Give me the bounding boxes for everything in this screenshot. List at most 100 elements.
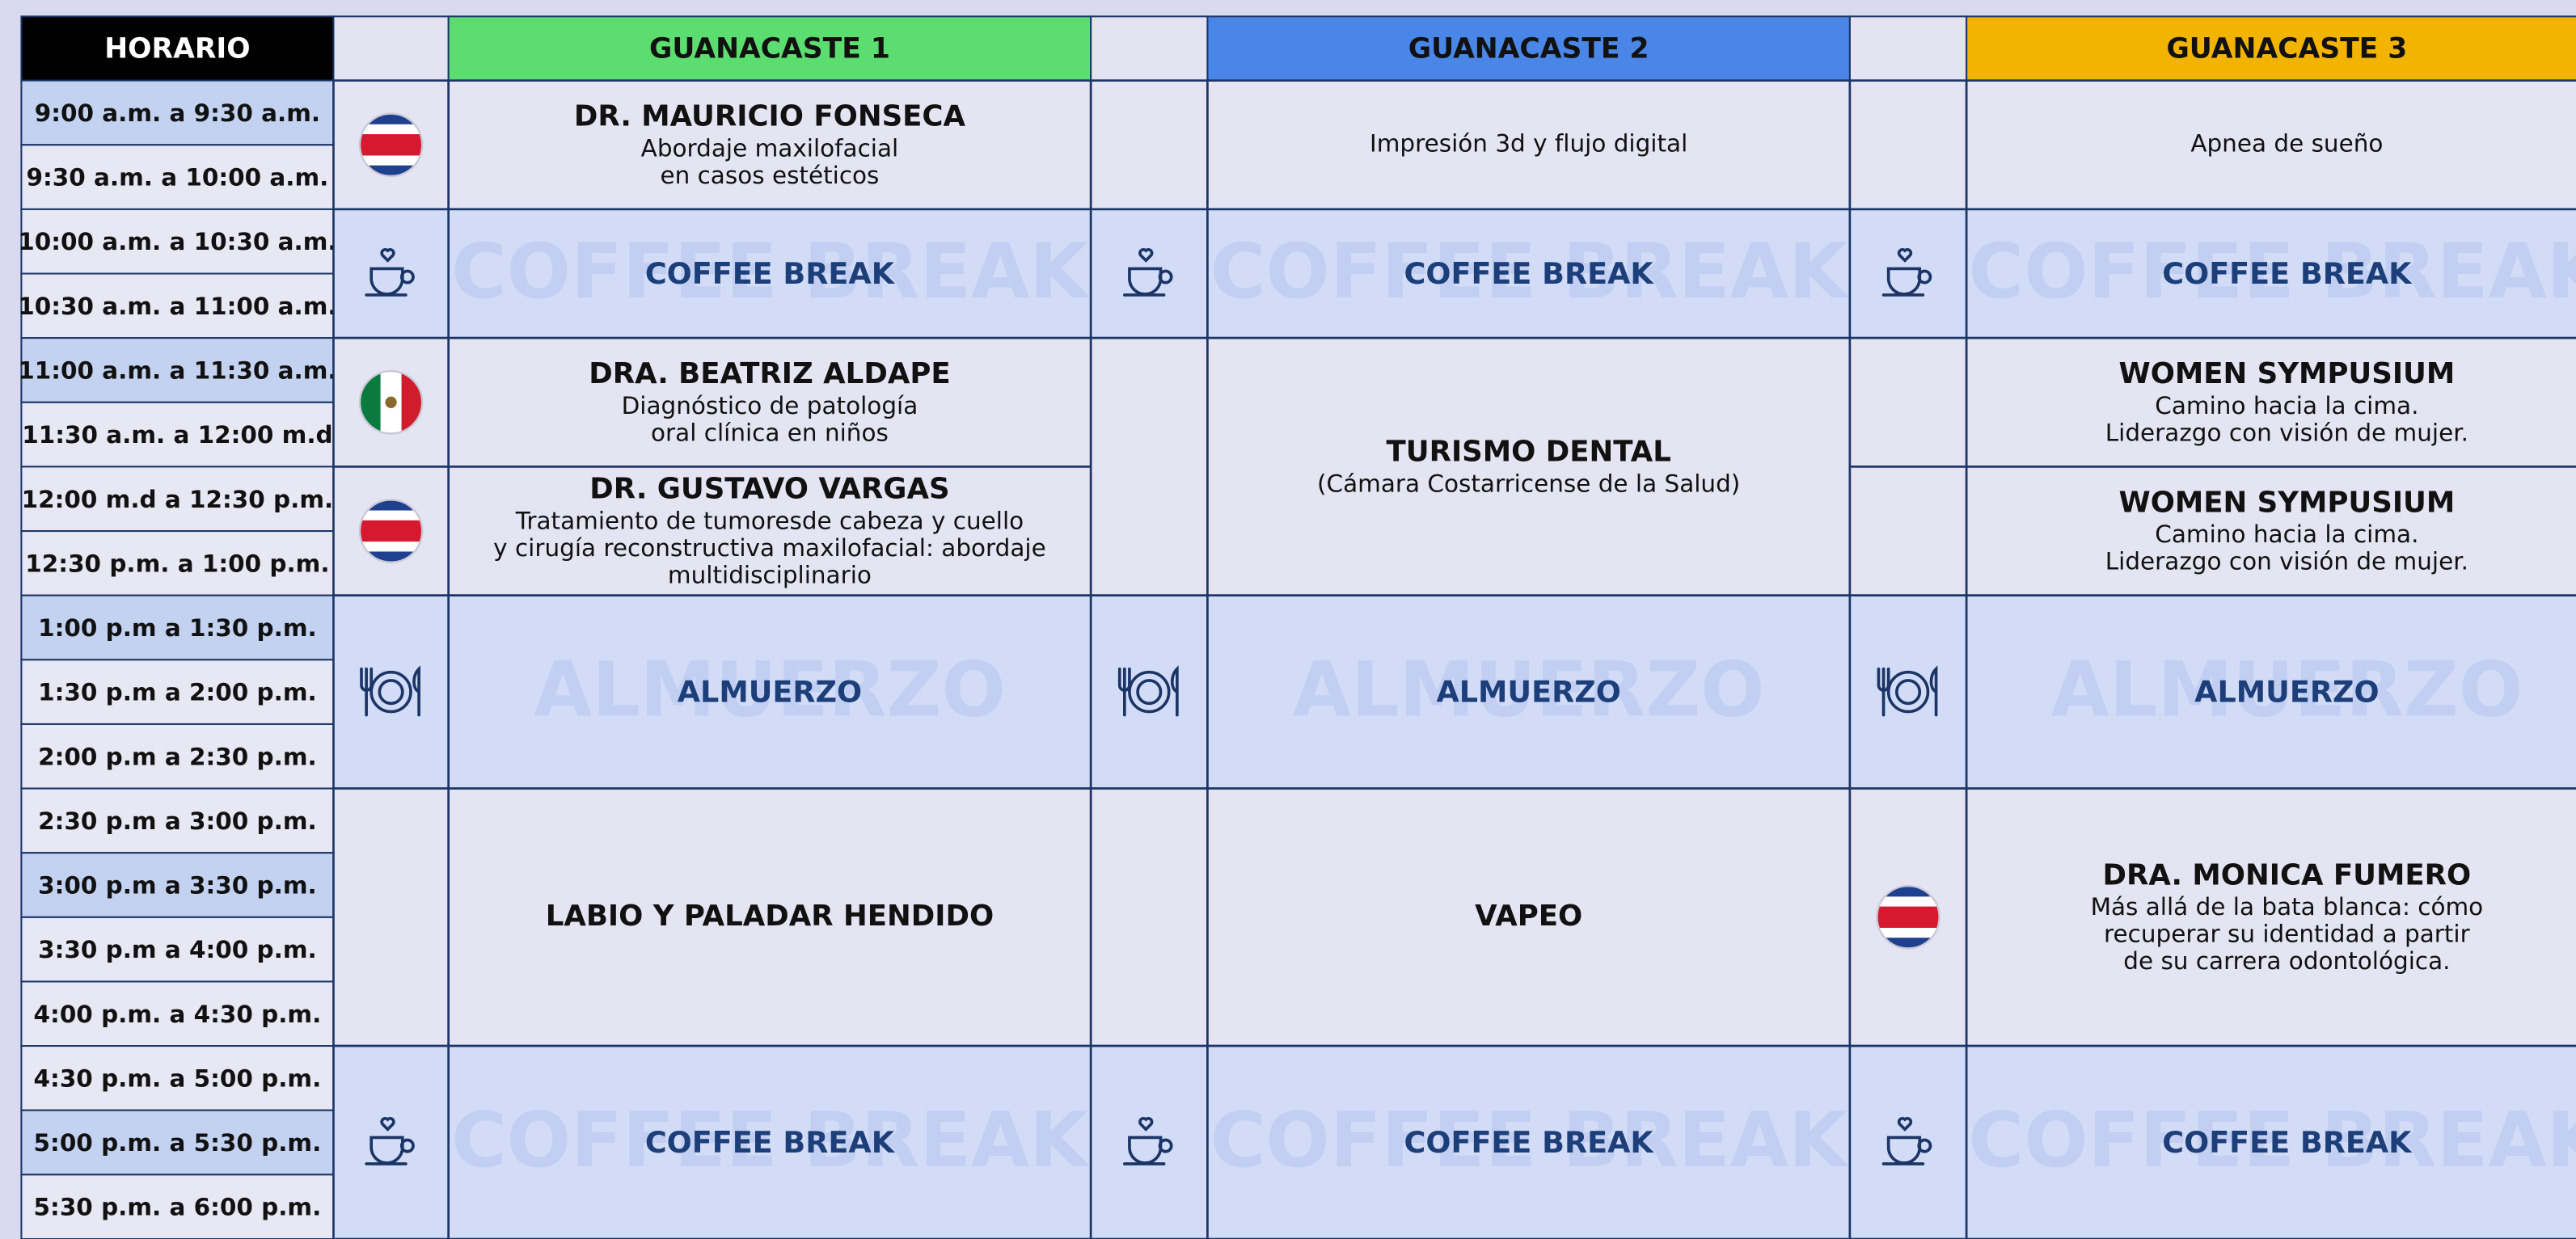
time-label: 3:30 p.m a 4:00 p.m.: [38, 936, 317, 963]
time-cell: [20, 79, 335, 146]
session-text: multidisciplinario: [668, 561, 872, 588]
break-cell: [1965, 1044, 2576, 1239]
watermark: ALMUERZO: [1293, 647, 1765, 735]
break-label: ALMUERZO: [678, 675, 862, 710]
flag-stripe: [359, 124, 423, 135]
session-title: DRA. MONICA FUMERO: [2103, 859, 2472, 892]
session-title: TURISMO DENTAL: [1386, 436, 1670, 469]
flag-cell: [1848, 208, 1968, 339]
plate: [1128, 670, 1171, 714]
session-title: WOMEN SYMPUSIUM: [2118, 357, 2455, 390]
time-cell: [20, 916, 335, 983]
time-cell: [20, 723, 335, 790]
flag-cell: [1848, 79, 1968, 211]
header-cell: [1206, 15, 1851, 82]
time-cell: [20, 1045, 335, 1111]
time-label: 4:00 p.m. a 4:30 p.m.: [34, 1001, 322, 1028]
header-flag-cell: [1848, 15, 1968, 82]
time-cell: [20, 594, 335, 661]
coffee-icon: [365, 247, 415, 297]
coffee-icon: [1122, 1117, 1173, 1165]
watermark: ALMUERZO: [2050, 647, 2523, 735]
time-label: 10:30 a.m. a 11:00 a.m.: [18, 293, 336, 320]
knife: [1170, 665, 1179, 717]
time-label: 4:30 p.m. a 5:00 p.m.: [34, 1064, 322, 1092]
session-text: recuperar su identidad a partir: [2104, 921, 2471, 948]
time-cell: [20, 144, 335, 210]
time-label: 11:00 a.m. a 11:30 a.m.: [18, 356, 336, 384]
time-label: 1:30 p.m a 2:00 p.m.: [38, 679, 317, 706]
heart: [1138, 247, 1154, 263]
cup-handle: [399, 269, 415, 284]
flag-stripe: [359, 542, 423, 552]
flag-ring: [358, 499, 424, 563]
cup-handle: [1158, 269, 1173, 284]
time-cell: [20, 659, 335, 725]
fork: [1877, 667, 1890, 717]
session-text: oral clínica en niños: [651, 419, 889, 446]
break-cell: [1206, 208, 1852, 339]
watermark: COFFEE BREAK: [451, 228, 1091, 316]
flag-stripe: [1877, 928, 1940, 938]
watermark: COFFEE BREAK: [1210, 1097, 1850, 1185]
session-text: Diagnóstico de patología: [622, 392, 918, 419]
flag-emblem: [385, 396, 397, 408]
flag-ring: [358, 112, 424, 178]
flag: [359, 371, 423, 434]
session-title: WOMEN SYMPUSIUM: [2118, 486, 2455, 519]
flag-cell: [1848, 594, 1968, 790]
time-label: 3:00 p.m a 3:30 p.m.: [38, 872, 317, 900]
break-label: ALMUERZO: [1436, 675, 1620, 710]
time-label: 9:00 a.m. a 9:30 a.m.: [35, 99, 320, 127]
flag-cell: [1848, 466, 1968, 597]
flag-cell: [332, 594, 450, 790]
heart: [1138, 1117, 1154, 1132]
lunch-icon: [1877, 665, 1938, 717]
time-cell: [20, 1109, 335, 1176]
room-title: GUANACASTE 3: [2166, 33, 2407, 65]
break-label: ALMUERZO: [2194, 675, 2379, 710]
break-label: COFFEE BREAK: [1404, 1125, 1655, 1160]
heart: [1897, 1117, 1913, 1132]
time-label: 5:30 p.m. a 6:00 p.m.: [34, 1194, 322, 1221]
time-cell: [20, 852, 335, 918]
flag-cell: [332, 208, 450, 339]
break-label: COFFEE BREAK: [2162, 256, 2413, 291]
time-label: 9:30 a.m. a 10:00 a.m.: [27, 164, 329, 192]
session-text: Apnea de sueño: [2190, 130, 2383, 158]
session-title: DR. GUSTAVO VARGAS: [589, 473, 949, 506]
room-title: GUANACASTE 1: [649, 33, 890, 65]
flag-cell: [332, 787, 450, 1047]
header-cell: [447, 15, 1092, 82]
break-cell: [1206, 594, 1852, 790]
plate-inner: [1894, 679, 1922, 706]
watermark: COFFEE BREAK: [451, 1097, 1091, 1185]
coffee-icon: [1881, 247, 1932, 297]
time-cell: [20, 208, 335, 275]
session-text: Impresión 3d y flujo digital: [1370, 130, 1687, 158]
time-label: 11:30 a.m. a 12:00 m.d: [22, 421, 332, 449]
heart: [380, 247, 395, 263]
flag-stripe: [359, 520, 423, 542]
watermark: ALMUERZO: [534, 647, 1006, 735]
time-label: 2:30 p.m a 3:00 p.m.: [38, 807, 317, 835]
fork: [360, 667, 374, 717]
cup-handle: [1158, 1138, 1173, 1153]
session-cell: [1206, 787, 1852, 1047]
knife: [1929, 665, 1938, 717]
flag-cell: [1089, 1044, 1209, 1239]
break-cell: [1206, 1044, 1852, 1239]
session-cell: [447, 787, 1092, 1047]
time-label: 2:00 p.m a 2:30 p.m.: [38, 743, 317, 770]
flag-cell: [1089, 79, 1209, 211]
header-cell: [1966, 15, 2576, 82]
header-flag-cell: [1090, 15, 1209, 82]
flag-cell: [1089, 336, 1209, 597]
room-title: GUANACASTE 2: [1408, 33, 1649, 65]
knife: [412, 665, 420, 717]
flag-cell: [1089, 208, 1209, 339]
header-flag-cell: [332, 15, 450, 82]
session-cell: [1206, 336, 1852, 597]
flag-cell: [1848, 1044, 1968, 1239]
